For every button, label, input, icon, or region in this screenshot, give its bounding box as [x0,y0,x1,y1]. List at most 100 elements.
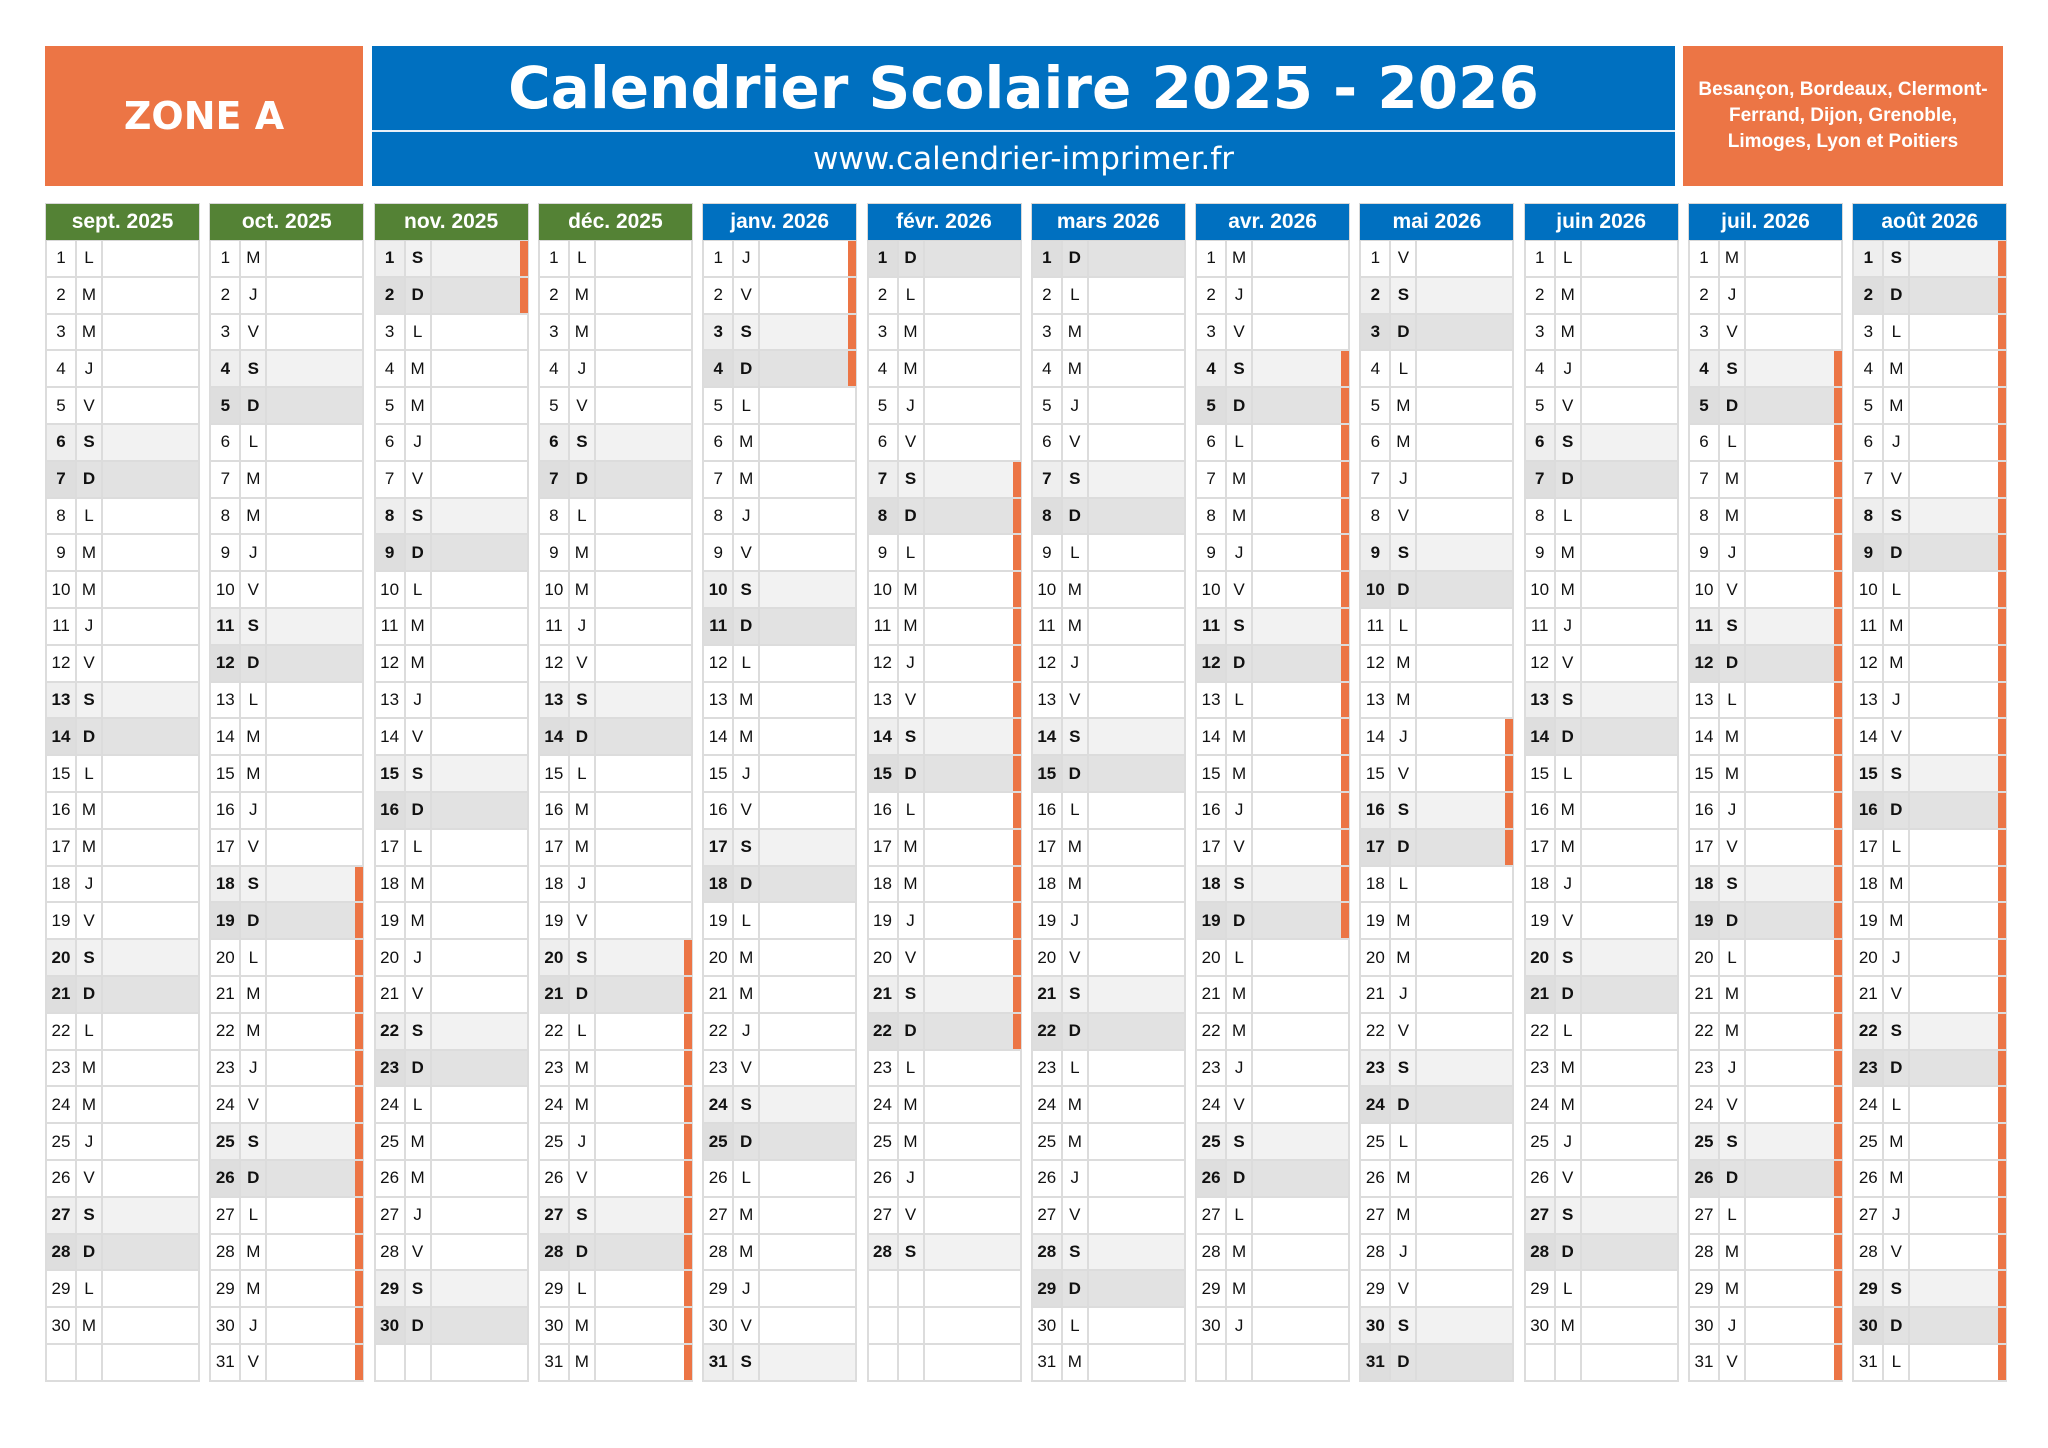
day-row: 11 S [209,608,365,646]
day-number: 2 [1690,277,1720,313]
weekday-letter: L [77,498,103,534]
day-note-cell [760,793,855,828]
day-note-cell [1089,1051,1184,1086]
day-row: 29 S [1852,1271,2008,1309]
day-number: 19 [376,903,406,939]
weekday-letter: D [406,1050,432,1086]
holiday-bar [355,1124,364,1159]
day-note-cell [1417,719,1512,754]
day-number: 18 [47,866,77,902]
day-note-cell [1582,793,1677,828]
day-row: 16 M [537,792,693,830]
weekday-letter: J [406,1197,432,1233]
day-note-cell [1910,609,2005,644]
day-row: 29 M [1688,1271,1843,1309]
holiday-bar [1998,351,2007,387]
day-note-cell [103,388,198,423]
day-note-cell [596,940,691,975]
day-number: 21 [1361,976,1392,1012]
day-row: 17 V [209,829,365,867]
day-number: 28 [869,1234,899,1270]
day-row: 22 L [45,1013,200,1051]
day-note-cell [1582,278,1677,313]
day-row: 18 M [1030,866,1186,904]
weekday-letter: S [1720,866,1746,902]
day-number: 6 [1033,424,1063,460]
weekday-letter: L [1391,608,1418,644]
day-note-cell [925,609,1020,644]
day-note-cell [103,940,198,975]
day-row: 21 D [537,976,693,1014]
day-row: 14 M [702,719,858,757]
day-note-cell [432,1308,527,1343]
day-note-cell [267,1051,362,1086]
day-number: 16 [1361,792,1392,828]
weekday-letter: S [406,241,432,276]
weekday-letter: L [241,1197,268,1233]
weekday-letter: V [1884,461,1911,497]
weekday-letter: S [406,1013,432,1049]
day-note-cell [1582,940,1677,975]
day-note-cell [596,351,691,386]
day-row: 23 S [1359,1050,1515,1088]
day-number: 11 [1197,608,1228,644]
day-note-cell [1746,1087,1841,1122]
weekday-letter: L [1884,1087,1911,1123]
day-note-cell [1910,535,2005,570]
weekday-letter: V [899,1197,925,1233]
month-header: juin 2026 [1523,203,1679,241]
day-number: 25 [869,1124,899,1159]
day-note-cell [925,1124,1020,1159]
weekday-letter: V [1063,940,1089,975]
day-number: 24 [47,1087,77,1123]
holiday-bar [683,1344,692,1380]
day-note-cell [432,1271,527,1306]
day-number: 21 [211,976,242,1012]
day-row: 15 D [1030,756,1186,793]
day-number: 15 [1854,756,1885,791]
day-note-cell [1089,572,1184,607]
weekday-letter: J [734,241,761,276]
day-number: 23 [1854,1050,1885,1086]
weekday-letter: V [1391,241,1418,276]
day-row: 13 M [1359,682,1515,720]
weekday-letter: S [1556,940,1582,975]
day-note-cell [1089,1198,1184,1233]
holiday-bar [1998,498,2007,534]
weekday-letter: D [1063,1271,1089,1307]
weekday-letter: L [77,241,103,276]
day-number: 31 [540,1344,570,1380]
weekday-letter: V [1884,1234,1911,1270]
day-note-cell [1089,756,1184,791]
day-note-cell [596,1014,691,1049]
day-number: 28 [1361,1234,1392,1270]
day-number: 21 [1690,976,1720,1012]
holiday-bar [683,1124,692,1159]
day-note-cell [596,1271,691,1306]
day-number: 7 [1197,461,1228,497]
day-row: 22 M [209,1013,365,1051]
weekday-letter: L [570,1271,596,1307]
day-note-cell [1089,278,1184,313]
day-row: 27 L [209,1197,365,1235]
day-number: 30 [1854,1308,1885,1343]
weekday-letter: S [1227,351,1254,387]
weekday-letter: L [734,1160,761,1196]
day-note-cell [103,425,198,460]
weekday-letter: L [1720,682,1746,718]
day-note-cell [1582,425,1677,460]
day-row: 16 M [1523,792,1679,830]
day-note-cell [432,830,527,865]
day-note-cell [432,793,527,828]
day-note-cell [1089,977,1184,1012]
day-row: 23 J [209,1050,365,1088]
day-number: 2 [1854,277,1885,313]
day-number: 14 [1361,719,1392,755]
website-link[interactable]: www.calendrier-imprimer.fr [812,141,1235,177]
